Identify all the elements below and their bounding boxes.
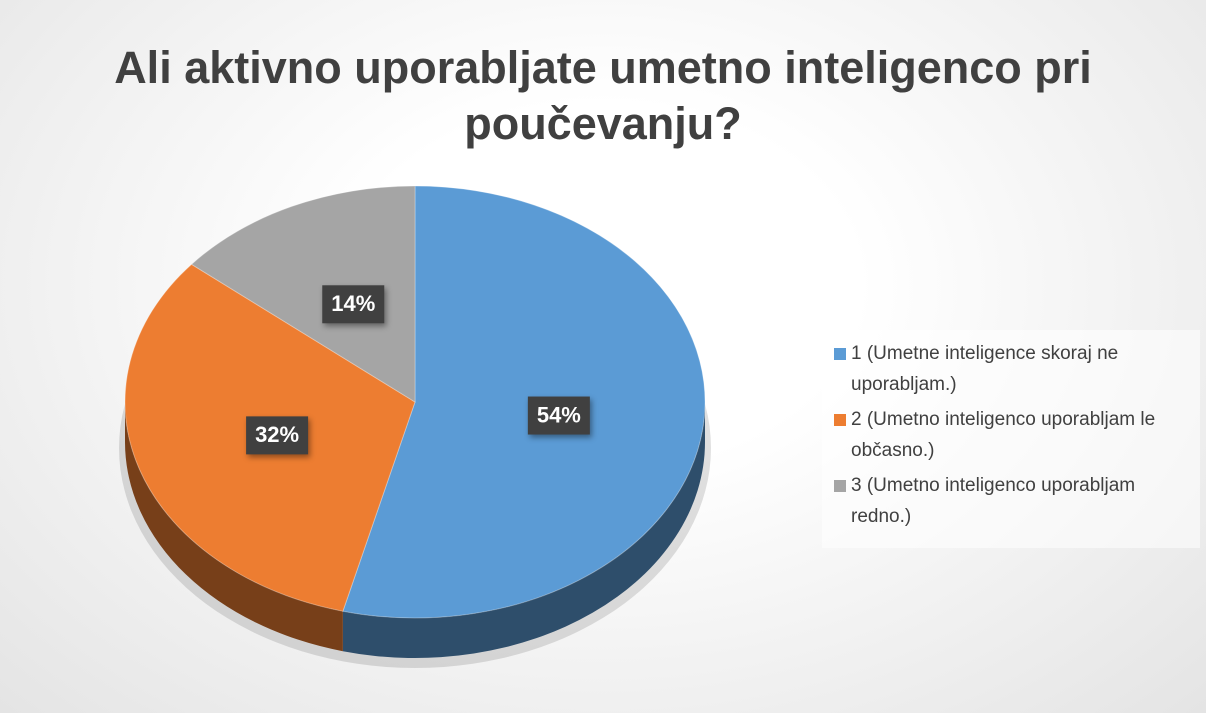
data-label: 32% xyxy=(255,422,299,447)
pie-side xyxy=(125,402,343,652)
pie-side xyxy=(342,402,705,659)
data-label-box xyxy=(246,416,309,455)
legend-item: 3 (Umetno inteligenco uporabljam redno.) xyxy=(828,470,1194,532)
pie-slice xyxy=(342,185,706,619)
legend-label: 1 (Umetne inteligence skoraj ne uporablj… xyxy=(851,343,1119,395)
chart-title: Ali aktivno uporabljate umetno inteligen… xyxy=(114,42,1092,149)
data-label: 54% xyxy=(537,402,581,427)
legend-swatch xyxy=(834,348,846,360)
legend-label: 2 (Umetno inteligenco uporabljam le obča… xyxy=(851,409,1156,461)
legend-swatch xyxy=(834,480,846,492)
legend-item: 1 (Umetne inteligence skoraj ne uporablj… xyxy=(828,338,1194,400)
data-label-box xyxy=(322,285,385,324)
data-label-box xyxy=(527,396,590,435)
legend-label: 3 (Umetno inteligenco uporabljam redno.) xyxy=(851,475,1136,527)
legend: 1 (Umetne inteligence skoraj ne uporablj… xyxy=(822,330,1200,548)
legend-swatch xyxy=(834,414,846,426)
data-label: 14% xyxy=(331,291,375,316)
legend-item: 2 (Umetno inteligenco uporabljam le obča… xyxy=(828,404,1194,466)
pie-slice xyxy=(190,185,416,403)
